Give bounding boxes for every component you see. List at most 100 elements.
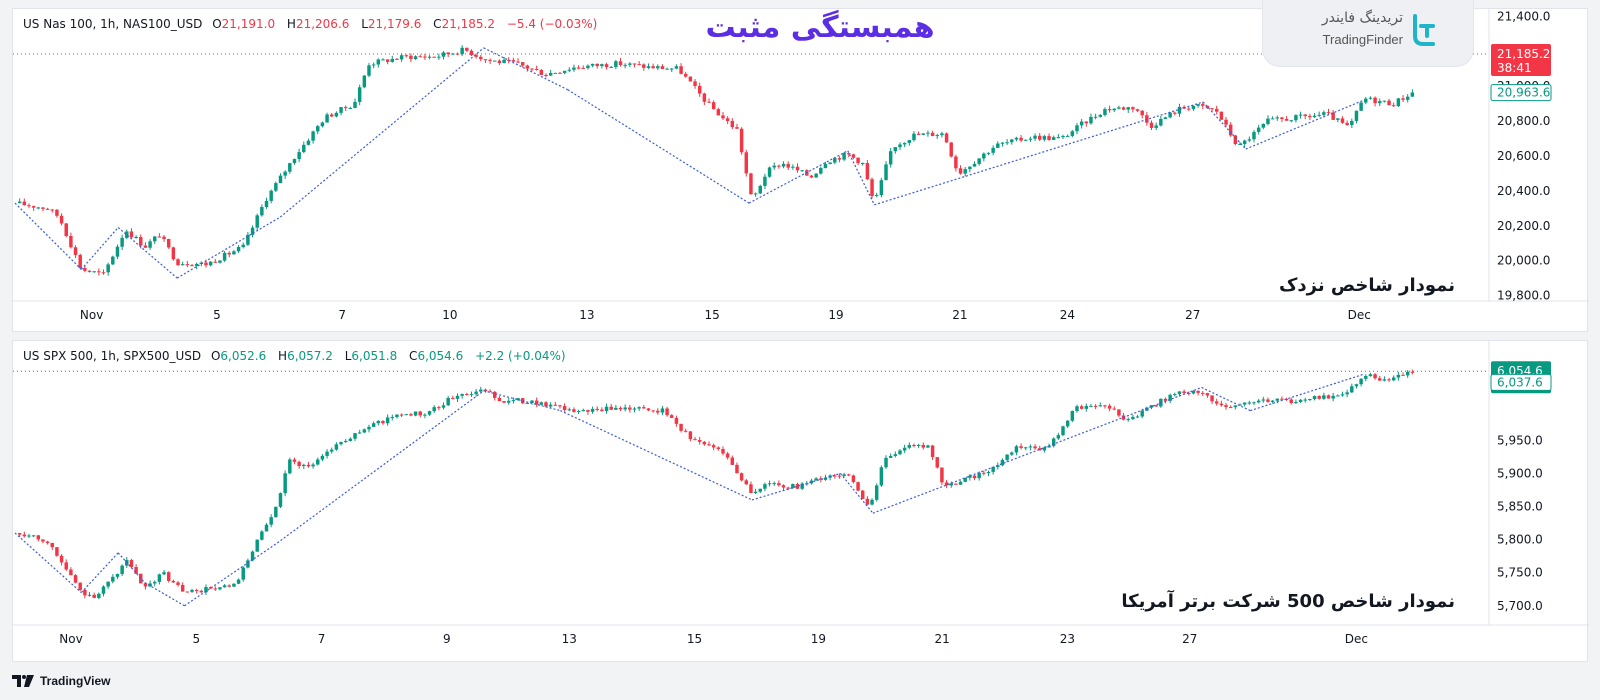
candle-body — [269, 517, 273, 525]
candle-body — [688, 76, 693, 82]
candle-body — [893, 147, 898, 152]
candle-body — [651, 410, 655, 412]
y-tick-label: 5,700.0 — [1497, 599, 1543, 613]
candle-body — [143, 245, 148, 248]
candle-body — [1289, 120, 1293, 122]
candle-body — [739, 128, 744, 153]
candle-body — [1252, 402, 1256, 404]
candle-body — [190, 589, 194, 592]
candle-body — [497, 397, 502, 402]
candle-body — [702, 93, 707, 102]
candle-body — [1336, 395, 1340, 397]
candle-body — [1201, 104, 1205, 106]
candle-body — [954, 483, 958, 485]
candle-body — [1117, 409, 1121, 416]
candle-body — [758, 488, 762, 492]
candle-body — [721, 115, 725, 119]
tradingfinder-brand[interactable]: تریدینگ فایندر TradingFinder — [1262, 0, 1474, 67]
candle-body — [134, 237, 138, 239]
candle-body — [348, 107, 353, 109]
candle-body — [1131, 107, 1135, 110]
candle-body — [1107, 109, 1112, 111]
candle-body — [83, 267, 87, 271]
candle-body — [1089, 405, 1093, 407]
candle-body — [604, 64, 609, 68]
candle-body — [753, 193, 758, 195]
candle-body — [623, 64, 627, 66]
candle-body — [59, 215, 64, 224]
candle-body — [343, 440, 348, 443]
candle-body — [544, 402, 548, 407]
candle-body — [385, 417, 390, 424]
spx500-low-label: L — [344, 349, 352, 363]
candle-body — [292, 459, 297, 462]
spx500-high-label: H — [278, 349, 288, 363]
candle-body — [115, 573, 120, 577]
candle-body — [45, 541, 50, 544]
candle-body — [916, 133, 921, 135]
candle-body — [1405, 371, 1410, 376]
candle-body — [1056, 137, 1061, 139]
candle-body — [1326, 395, 1331, 399]
candle-body — [1201, 392, 1205, 394]
candle-body — [623, 407, 627, 410]
candle-body — [856, 157, 860, 164]
candle-body — [78, 582, 82, 590]
spx500-high-value: 6,057.2 — [287, 349, 333, 363]
candle-body — [236, 579, 241, 584]
candle-body — [409, 414, 413, 416]
candle-body — [334, 112, 339, 117]
candle-body — [562, 406, 567, 410]
candle-body — [45, 208, 50, 210]
candle-body — [660, 66, 665, 70]
candle-body — [1284, 399, 1289, 401]
candle-body — [1350, 120, 1354, 126]
candle-body — [819, 478, 823, 480]
candle-body — [1364, 98, 1368, 103]
candle-body — [357, 87, 362, 102]
candle-body — [860, 163, 865, 165]
candle-body — [1228, 124, 1233, 136]
candle-body — [874, 195, 879, 197]
candle-body — [1312, 115, 1317, 118]
candle-body — [348, 438, 353, 441]
candle-body — [92, 271, 96, 273]
candle-body — [97, 271, 101, 273]
candle-body — [1312, 396, 1317, 400]
candle-body — [786, 487, 790, 489]
candle-body — [162, 236, 166, 240]
candle-body — [1233, 405, 1238, 408]
candle-body — [1173, 112, 1177, 114]
candle-body — [847, 153, 851, 155]
candle-body — [926, 132, 930, 134]
candle-body — [977, 472, 981, 479]
candle-body — [1354, 384, 1359, 387]
spx500-chart-canvas[interactable]: 5,950.0 5,900.0 5,850.0 5,800.0 5,750.0 5,700… — [13, 341, 1589, 663]
candle-body — [1014, 446, 1019, 453]
zigzag-segment — [748, 150, 849, 204]
candle-body — [460, 394, 464, 396]
candle-body — [1173, 394, 1177, 396]
candle-body — [222, 252, 227, 261]
candle-body — [316, 459, 320, 465]
candle-body — [1359, 102, 1363, 111]
candle-body — [1303, 399, 1307, 401]
candle-body — [828, 162, 832, 165]
candle-body — [735, 127, 739, 129]
candle-body — [1005, 454, 1009, 460]
candle-body — [735, 464, 739, 474]
spx500-symbol: US SPX 500, 1h, SPX500_USD — [23, 349, 202, 363]
candle-body — [493, 391, 497, 398]
candle-body — [371, 64, 376, 66]
candle-body — [460, 47, 464, 55]
nas100-chart-canvas[interactable]: 21,400.021,000.020,800.020,600.020,400.0… — [13, 9, 1589, 333]
x-tick-label: 15 — [687, 632, 702, 646]
candle-body — [288, 459, 292, 474]
candle-body — [581, 410, 585, 412]
spx500-chart-panel[interactable]: 5,950.0 5,900.0 5,850.0 5,800.0 5,750.0 5,700… — [12, 340, 1589, 663]
candle-body — [1275, 117, 1280, 119]
tradingview-footer[interactable]: TradingView — [12, 674, 110, 688]
candle-body — [935, 135, 939, 137]
spx500-open-label: O — [210, 349, 221, 363]
candle-body — [1145, 407, 1149, 411]
